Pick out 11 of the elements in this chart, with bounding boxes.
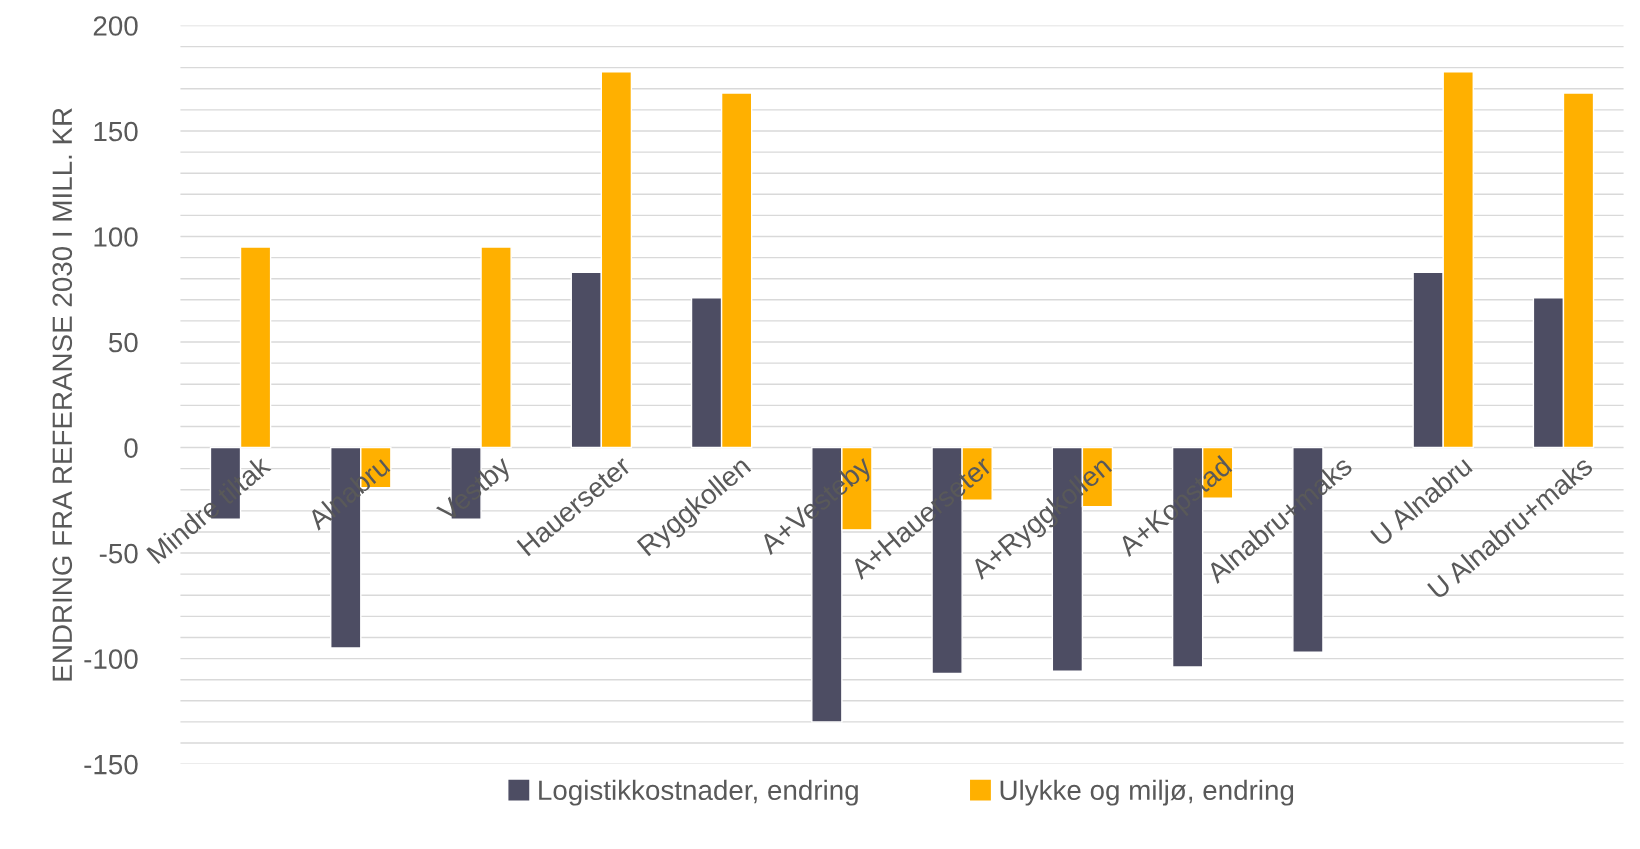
legend-label: Ulykke og miljø, endring (1000, 779, 1294, 806)
y-tick-label: 50 (108, 332, 138, 353)
y-tick-label: 200 (93, 16, 138, 36)
y-tick-label: -50 (99, 543, 138, 564)
legend-label: Logistikkostnader, endring (539, 779, 858, 806)
y-tick-label: -100 (84, 649, 138, 669)
y-tick-label: -150 (84, 754, 138, 775)
y-tick-label: 150 (94, 121, 138, 142)
y-tick-label: 0 (124, 438, 138, 458)
y-tick-label: 100 (94, 227, 138, 247)
y-axis-title: ENDRING FRA REFERANSE 2030 I MILL. KR (52, 108, 73, 681)
